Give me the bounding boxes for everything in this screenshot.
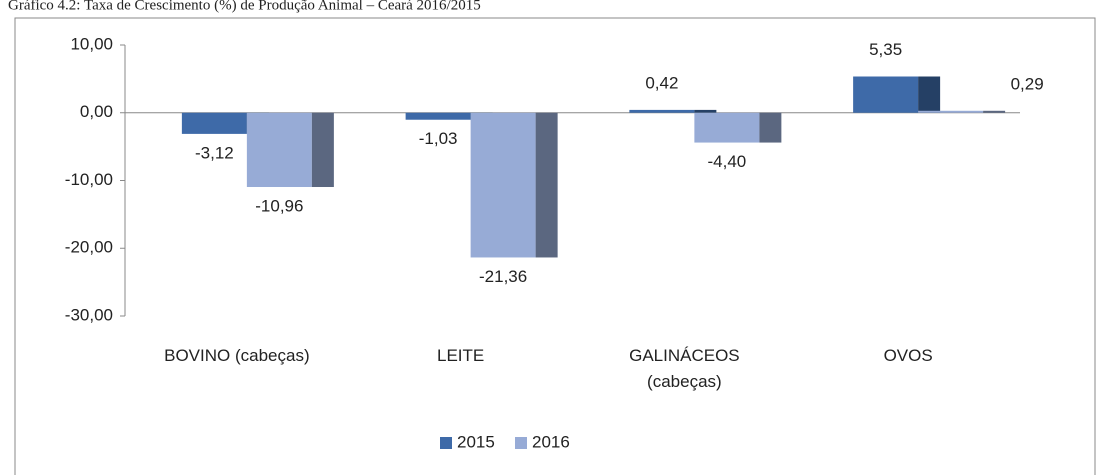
value-label: 5,35 <box>869 40 902 59</box>
bar <box>629 109 695 113</box>
x-tick-label: LEITE <box>437 346 485 365</box>
bar <box>246 112 312 188</box>
value-label: 0,29 <box>1011 74 1044 93</box>
x-tick-label: BOVINO (cabeças) <box>164 346 310 365</box>
bar <box>853 76 919 113</box>
value-label: -21,36 <box>479 267 527 286</box>
chart-title: Gráfico 4.2: Taxa de Crescimento (%) de … <box>8 0 481 13</box>
y-tick-label: -10,00 <box>65 170 113 189</box>
bar-side <box>983 110 1006 113</box>
x-tick-label: OVOS <box>883 346 933 365</box>
bar-side <box>918 76 941 113</box>
y-tick-label: -20,00 <box>65 238 113 257</box>
bar-side <box>759 112 782 143</box>
bar <box>470 112 536 258</box>
legend-swatch <box>515 437 527 449</box>
legend-label: 2015 <box>457 432 495 451</box>
value-label: -10,96 <box>255 196 303 215</box>
y-tick-label: 10,00 <box>70 34 113 53</box>
chart-frame <box>14 17 1096 475</box>
y-tick-label: -30,00 <box>65 305 113 324</box>
value-label: -3,12 <box>195 143 234 162</box>
value-label: -4,40 <box>708 152 747 171</box>
value-label: -1,03 <box>419 129 458 148</box>
bar <box>181 112 247 134</box>
legend-label: 2016 <box>532 432 570 451</box>
bar-side <box>311 112 334 188</box>
bar <box>694 112 760 143</box>
bar-side <box>694 109 717 113</box>
legend-swatch <box>440 437 452 449</box>
value-label: 0,42 <box>645 73 678 92</box>
y-tick-label: 0,00 <box>80 102 113 121</box>
bar-side <box>535 112 558 258</box>
x-tick-label: GALINÁCEOS (cabeças) <box>629 346 740 391</box>
bar <box>405 112 471 120</box>
bar <box>918 110 984 113</box>
